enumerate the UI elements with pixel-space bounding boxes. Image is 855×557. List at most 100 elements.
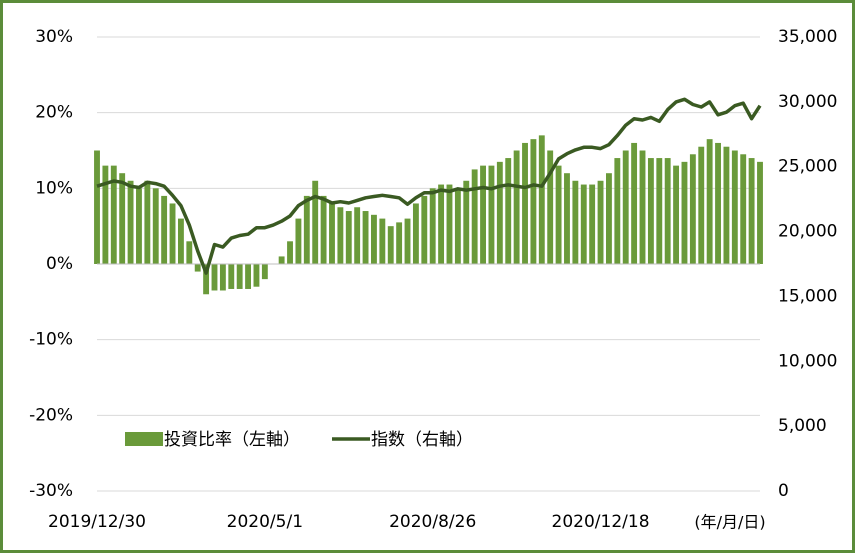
bar [144,180,151,264]
bar [454,188,461,264]
bar [731,150,738,264]
bar [538,135,545,264]
legend-label: 指数（右軸） [371,430,473,450]
x-tick-label: 2020/8/26 [389,512,476,532]
bar [136,188,142,264]
y-tick-label: 0% [46,254,73,274]
bar [572,180,579,264]
x-unit-label: (年/月/日) [694,513,765,532]
bar [496,161,503,264]
bar [211,264,218,291]
bar [371,214,377,264]
bar [715,142,721,264]
bar [161,195,168,264]
legend-swatch [125,432,163,446]
bar [513,150,520,264]
x-tick-label: 2020/5/1 [227,512,303,532]
y2-tick-label: 35,000 [778,27,837,47]
bar [303,195,310,264]
bar [320,195,327,264]
bar [438,184,445,264]
bar [295,218,302,264]
bar [127,180,134,264]
bar [597,180,604,264]
y2-tick-label: 10,000 [778,351,837,371]
bar [480,165,486,264]
y-tick-label: 20% [35,103,73,123]
bar [245,264,252,289]
x-tick-label: 2020/12/18 [552,512,650,532]
bar [396,222,403,264]
y2-tick-label: 15,000 [778,286,837,306]
bar [219,264,226,291]
y-tick-label: 30% [35,27,73,47]
x-tick-label: 2019/12/30 [48,512,146,532]
bar [605,173,612,264]
bar [463,180,470,264]
bar [639,150,646,264]
bar [614,158,621,264]
bar [589,184,596,264]
bar [337,207,344,264]
bar [698,146,705,264]
bar [236,264,243,289]
bar [564,173,570,264]
bar [757,161,763,264]
y2-tick-label: 5,000 [778,416,827,436]
bar [664,158,671,264]
bar [647,158,654,264]
bar [194,264,201,272]
bar [522,142,528,264]
bar [429,188,436,264]
bar [354,207,361,264]
bar [530,139,537,264]
bar [345,211,352,264]
bar [228,264,235,289]
bar [186,241,193,264]
y2-tick-label: 20,000 [778,222,837,242]
bar [110,165,117,264]
bar [505,158,512,264]
bar [102,165,109,264]
y2-tick-label: 30,000 [778,92,837,112]
bar [706,139,713,264]
bar [119,173,126,264]
bar [261,264,268,280]
bar [278,256,285,264]
bar [723,146,730,264]
y-tick-label: -10% [29,330,73,350]
bar [656,158,663,264]
bar [387,226,394,264]
y-tick-label: -30% [29,481,73,501]
bar [631,142,638,264]
y2-tick-label: 25,000 [778,157,837,177]
bar [471,169,478,264]
bar [488,165,495,264]
bar [681,161,688,264]
bar [404,218,411,264]
bar [748,158,755,264]
bar [446,184,453,264]
bar [312,180,319,264]
bar [169,203,176,264]
y-tick-label: -20% [29,405,73,425]
bar [177,218,184,264]
bar [94,150,100,264]
bar [673,165,680,264]
bar [287,241,293,264]
bar [253,264,260,287]
bar [412,203,419,264]
bar [203,264,210,295]
bar [555,165,562,264]
bar [580,184,587,264]
y-tick-label: 10% [35,178,73,198]
bar [362,211,369,264]
bar [547,150,554,264]
bar [689,154,696,264]
bar [622,150,629,264]
bar [152,188,159,264]
bar [329,203,335,264]
bar [379,218,386,264]
